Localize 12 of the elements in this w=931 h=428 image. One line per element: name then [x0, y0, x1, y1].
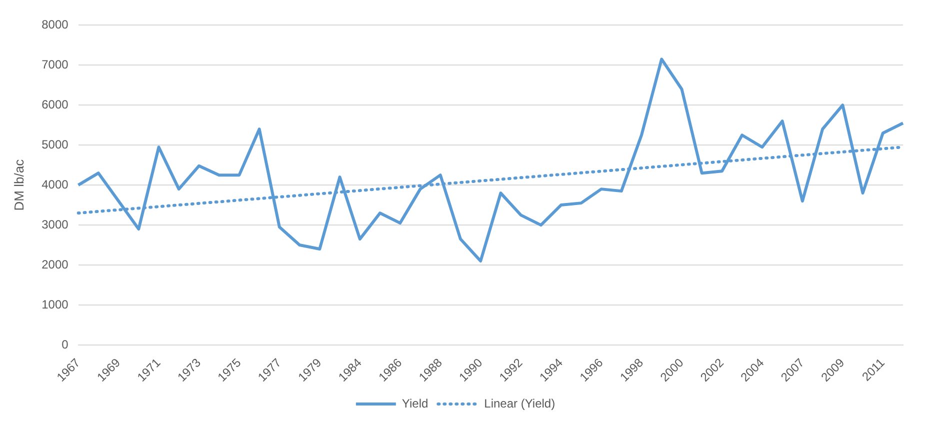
- legend-label: Linear (Yield): [484, 396, 556, 410]
- y-tick-label: 2000: [42, 257, 69, 272]
- y-tick-label: 8000: [42, 18, 69, 32]
- y-tick-label: 4000: [42, 177, 69, 192]
- y-tick-label: 1000: [42, 297, 69, 312]
- y-axis-title: DM lb/ac: [11, 158, 26, 211]
- y-tick-label: 0: [62, 337, 69, 352]
- y-tick-label: 5000: [42, 137, 69, 152]
- y-tick-label: 6000: [42, 97, 69, 112]
- y-tick-label: 7000: [42, 57, 69, 72]
- y-tick-label: 3000: [42, 217, 69, 232]
- legend-label: Yield: [402, 396, 428, 410]
